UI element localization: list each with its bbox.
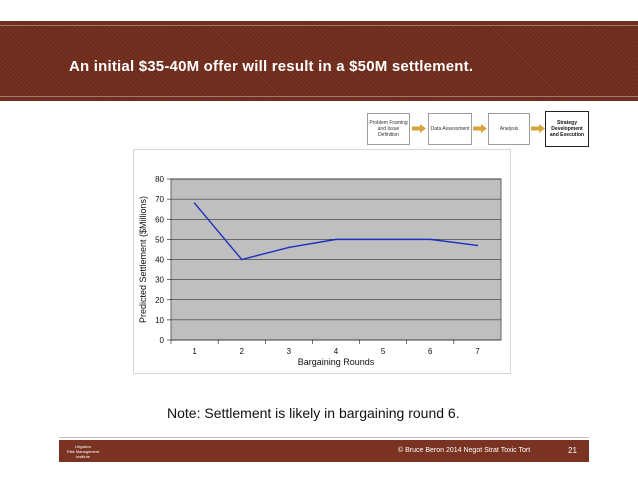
logo-line-1: Litigation [74,443,91,449]
footer-band [107,440,589,462]
data-point [240,258,243,261]
settlement-note: Note: Settlement is likely in bargaining… [167,405,460,421]
settlement-line-chart: 0 10 20 30 40 50 60 70 80 1 2 3 4 5 6 7 Bargaining Rou… [138,175,502,367]
footer-copyright: © Bruce Beron 2014 Negot Strat Toxic Tor… [398,447,531,454]
y-tick-label: 60 [155,215,164,224]
y-axis-label: Predicted Settlement ($Millions) [138,196,148,323]
y-tick-label: 40 [155,256,164,265]
x-tick-label: 5 [381,347,386,356]
data-point [476,244,479,247]
header-rule-bottom [0,96,638,97]
data-point [335,238,337,241]
x-tick-label: 4 [334,347,339,356]
y-tick-label: 80 [155,175,164,184]
logo-line-3: Institute [75,453,90,459]
flow-step-problem-framing: Problem Framing and Issue Definition [367,113,410,145]
y-tick-label: 70 [155,195,164,204]
x-tick-label: 1 [192,347,197,356]
x-tick-label: 2 [239,347,244,356]
institute-logo: Litigation Risk Management Institute [59,440,107,462]
page-number: 21 [568,446,577,455]
header-rule-top [0,25,638,26]
flow-arrow-2-icon [473,124,487,133]
data-point [429,238,432,241]
y-tick-label: 50 [155,235,164,244]
x-axis-label: Bargaining Rounds [298,357,375,367]
flow-step-data-assessment: Data Assessment [428,113,472,145]
slide-title: An initial $35-40M offer will result in … [69,58,474,75]
y-tick-label: 30 [155,276,164,285]
x-tick-label: 7 [475,347,480,356]
footer-divider [59,437,589,438]
y-tick-label: 20 [155,296,164,305]
data-point [288,246,290,249]
y-tick-label: 10 [155,316,164,325]
flow-arrow-3-icon [531,124,545,133]
data-point [193,202,196,204]
flow-step-strategy-development: Strategy Development and Execution [545,111,589,147]
y-tick-label: 0 [160,336,165,345]
data-point [382,238,384,241]
header-band [0,21,638,101]
logo-line-2: Risk Management [66,448,100,454]
flow-arrow-1-icon [412,124,426,133]
x-tick-label: 3 [287,347,292,356]
x-tick-label: 6 [428,347,433,356]
flow-step-analysis: Analysis [488,113,530,145]
